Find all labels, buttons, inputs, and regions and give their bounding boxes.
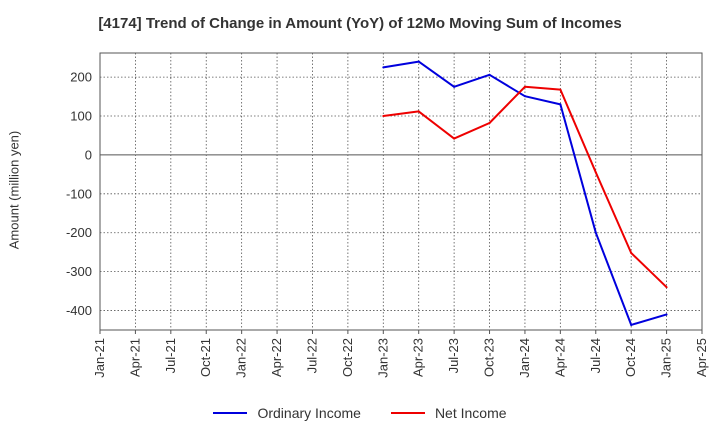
data-point-net-income-jan-23 (382, 115, 385, 118)
data-point-ordinary-income-jan-25 (665, 313, 668, 316)
y-tick-label-400: -400 (66, 303, 92, 318)
x-tick-label-jul-24: Jul-24 (588, 338, 603, 373)
x-tick-label-apr-23: Apr-23 (411, 338, 426, 377)
y-tick-label-100: 100 (70, 109, 92, 124)
plot-frame (99, 52, 703, 331)
y-tick-label-100: -100 (66, 186, 92, 201)
x-tick-label-jan-22: Jan-22 (234, 338, 249, 378)
x-tick-label-oct-21: Oct-21 (198, 338, 213, 377)
x-tick-label-jan-23: Jan-23 (375, 338, 390, 378)
y-tick-label-300: -300 (66, 264, 92, 279)
x-tick-label-apr-21: Apr-21 (127, 338, 142, 377)
x-tick-label-apr-22: Apr-22 (269, 338, 284, 377)
x-tick-label-apr-25: Apr-25 (694, 338, 709, 377)
y-tick-label-0: 0 (85, 147, 92, 162)
legend-item-ordinary-income: Ordinary Income (213, 405, 361, 421)
data-point-net-income-jan-24 (523, 85, 526, 88)
data-point-net-income-oct-23 (488, 122, 491, 125)
x-tick-label-jul-21: Jul-21 (163, 338, 178, 373)
data-point-ordinary-income-jul-23 (453, 85, 456, 88)
x-tick-label-apr-24: Apr-24 (552, 338, 567, 377)
legend-label-net-income: Net Income (434, 405, 507, 421)
x-tick-label-jul-23: Jul-23 (446, 338, 461, 373)
data-point-ordinary-income-apr-23 (417, 60, 420, 63)
series-layer (382, 60, 668, 326)
data-point-net-income-apr-24 (559, 88, 562, 91)
x-tick-label-oct-23: Oct-23 (482, 338, 497, 377)
data-point-net-income-jul-24 (594, 171, 597, 174)
chart-title: [4174] Trend of Change in Amount (YoY) o… (98, 15, 622, 32)
legend-swatch-ordinary-income (213, 412, 248, 414)
x-tick-label-oct-22: Oct-22 (340, 338, 355, 377)
data-point-ordinary-income-jan-23 (382, 66, 385, 69)
legend-label-ordinary-income: Ordinary Income (257, 405, 361, 421)
data-point-net-income-apr-23 (417, 110, 420, 113)
data-point-ordinary-income-oct-23 (488, 73, 491, 76)
x-tick-label-jul-22: Jul-22 (304, 338, 319, 373)
axis-layer: 200 100 0 -100 -200 -300 -400 Jan-21 Apr-21 Jul-2… (66, 52, 709, 378)
y-tick-label-200: -200 (66, 225, 92, 240)
line-chart: 200 100 0 -100 -200 -300 -400 Jan-21 Apr-21 Jul-2… (66, 52, 709, 378)
data-point-ordinary-income-jan-24 (523, 95, 526, 98)
grid-layer (99, 53, 703, 330)
data-point-net-income-jul-23 (453, 137, 456, 140)
x-tick-label-oct-24: Oct-24 (623, 338, 638, 377)
data-point-ordinary-income-oct-24 (630, 323, 633, 326)
legend-swatch-net-income (390, 412, 425, 414)
data-point-net-income-oct-24 (630, 251, 633, 254)
legend: Ordinary Income Net Income (0, 405, 720, 421)
x-tick-label-jan-25: Jan-25 (659, 338, 674, 378)
data-point-ordinary-income-apr-24 (559, 103, 562, 106)
data-point-net-income-jan-25 (665, 286, 668, 289)
data-point-ordinary-income-jul-24 (594, 231, 597, 234)
x-tick-label-jan-21: Jan-21 (92, 338, 107, 378)
legend-item-net-income: Net Income (390, 405, 507, 421)
y-tick-label-200: 200 (70, 70, 92, 85)
x-tick-label-jan-24: Jan-24 (517, 338, 532, 378)
